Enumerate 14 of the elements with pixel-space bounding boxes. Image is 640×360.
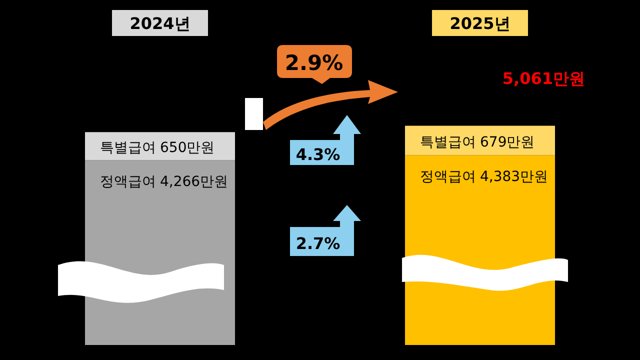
data-label: 4,266만원 bbox=[160, 174, 228, 190]
x-tick-label: 2025년 bbox=[450, 14, 510, 33]
series-label: 정액급여 bbox=[100, 174, 156, 190]
text: 특별급여 bbox=[420, 134, 476, 150]
annotation: 2.7% bbox=[296, 234, 340, 253]
x-tick-label: 2024년 bbox=[130, 14, 190, 33]
data-label: 4,383만원 bbox=[480, 169, 548, 186]
data-label: 650만원 bbox=[160, 140, 215, 156]
data-label: 679만원 bbox=[480, 134, 535, 150]
text: 정액급여 bbox=[420, 169, 476, 186]
total-label: 5,061만원 bbox=[502, 68, 585, 88]
text: 2.9% bbox=[284, 51, 344, 75]
annotation: 4.3% bbox=[296, 145, 340, 164]
series-label: 특별급여 bbox=[100, 140, 156, 156]
